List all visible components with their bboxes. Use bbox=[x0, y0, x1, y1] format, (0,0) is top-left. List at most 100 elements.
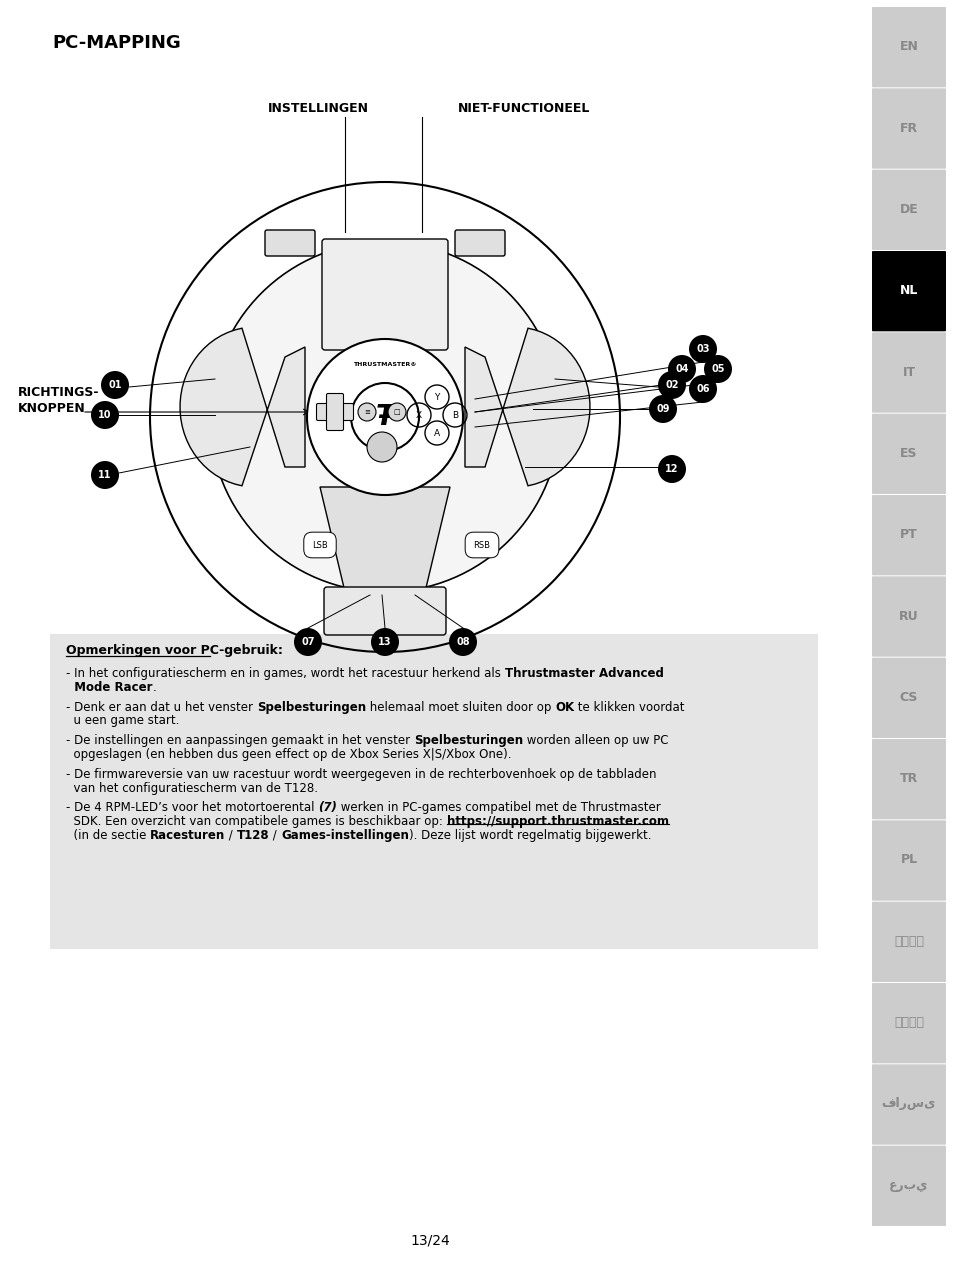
Text: Opmerkingen voor PC-gebruik:: Opmerkingen voor PC-gebruik: bbox=[66, 644, 283, 658]
Text: PC-MAPPING: PC-MAPPING bbox=[52, 34, 180, 52]
Text: FR: FR bbox=[899, 122, 917, 135]
Text: RICHTINGS-: RICHTINGS- bbox=[18, 385, 99, 399]
Text: RSB: RSB bbox=[473, 541, 490, 550]
Text: 13/24: 13/24 bbox=[410, 1233, 450, 1247]
Circle shape bbox=[449, 628, 476, 656]
Text: Spelbesturingen: Spelbesturingen bbox=[414, 734, 522, 747]
Text: werken in PC-games compatibel met de Thrustmaster: werken in PC-games compatibel met de Thr… bbox=[336, 801, 660, 814]
Polygon shape bbox=[319, 487, 450, 617]
Text: CS: CS bbox=[899, 691, 917, 703]
Polygon shape bbox=[464, 328, 589, 486]
Text: EN: EN bbox=[899, 41, 918, 53]
Text: ≡: ≡ bbox=[364, 410, 370, 415]
Text: ES: ES bbox=[900, 446, 917, 460]
FancyBboxPatch shape bbox=[871, 658, 945, 738]
FancyBboxPatch shape bbox=[871, 413, 945, 494]
Text: Ŧ: Ŧ bbox=[375, 403, 394, 431]
Circle shape bbox=[658, 371, 685, 399]
Text: عربي: عربي bbox=[888, 1179, 928, 1192]
Text: 12: 12 bbox=[664, 464, 678, 474]
Text: Mode Racer: Mode Racer bbox=[66, 681, 152, 693]
Text: 09: 09 bbox=[656, 404, 669, 413]
FancyBboxPatch shape bbox=[326, 393, 343, 430]
Text: u een game start.: u een game start. bbox=[66, 715, 179, 728]
FancyBboxPatch shape bbox=[316, 403, 354, 421]
Text: 13: 13 bbox=[377, 637, 392, 647]
FancyBboxPatch shape bbox=[871, 495, 945, 575]
Text: NL: NL bbox=[899, 284, 917, 298]
FancyBboxPatch shape bbox=[871, 576, 945, 656]
Text: 04: 04 bbox=[675, 364, 688, 374]
Text: Games-instellingen: Games-instellingen bbox=[281, 829, 409, 842]
Circle shape bbox=[667, 355, 696, 383]
FancyBboxPatch shape bbox=[871, 820, 945, 901]
Circle shape bbox=[658, 455, 685, 483]
Text: A: A bbox=[434, 429, 439, 438]
Text: (in de sectie: (in de sectie bbox=[66, 829, 150, 842]
Text: 01: 01 bbox=[108, 380, 122, 391]
Text: T128: T128 bbox=[236, 829, 269, 842]
Text: helemaal moet sluiten door op: helemaal moet sluiten door op bbox=[366, 701, 555, 714]
Text: 03: 03 bbox=[696, 343, 709, 354]
Text: OK: OK bbox=[555, 701, 574, 714]
Text: Y: Y bbox=[434, 393, 439, 402]
Text: 02: 02 bbox=[664, 380, 678, 391]
FancyBboxPatch shape bbox=[265, 230, 314, 256]
FancyBboxPatch shape bbox=[50, 633, 817, 949]
FancyBboxPatch shape bbox=[871, 739, 945, 819]
Text: te klikken voordat: te klikken voordat bbox=[574, 701, 684, 714]
Text: https://support.thrustmaster.com: https://support.thrustmaster.com bbox=[446, 815, 668, 828]
Text: Thrustmaster Advanced: Thrustmaster Advanced bbox=[504, 667, 662, 681]
Text: - De firmwareversie van uw racestuur wordt weergegeven in de rechterbovenhoek op: - De firmwareversie van uw racestuur wor… bbox=[66, 768, 656, 781]
Circle shape bbox=[648, 396, 677, 424]
FancyBboxPatch shape bbox=[871, 983, 945, 1063]
Text: فارسی: فارسی bbox=[881, 1098, 935, 1110]
FancyBboxPatch shape bbox=[324, 586, 446, 635]
Text: 11: 11 bbox=[98, 469, 112, 480]
Text: DE: DE bbox=[899, 202, 918, 216]
Circle shape bbox=[357, 403, 375, 421]
Text: PL: PL bbox=[900, 854, 917, 866]
FancyBboxPatch shape bbox=[871, 1146, 945, 1226]
Circle shape bbox=[307, 340, 462, 495]
Text: worden alleen op uw PC: worden alleen op uw PC bbox=[522, 734, 668, 747]
Text: /: / bbox=[225, 829, 236, 842]
Text: 08: 08 bbox=[456, 637, 469, 647]
Text: Spelbesturingen: Spelbesturingen bbox=[256, 701, 366, 714]
FancyBboxPatch shape bbox=[455, 230, 504, 256]
FancyBboxPatch shape bbox=[871, 251, 945, 331]
Text: (7): (7) bbox=[318, 801, 336, 814]
Text: - In het configuratiescherm en in games, wordt het racestuur herkend als: - In het configuratiescherm en in games,… bbox=[66, 667, 504, 681]
FancyBboxPatch shape bbox=[871, 8, 945, 88]
Text: 06: 06 bbox=[696, 384, 709, 394]
Text: KNOPPEN: KNOPPEN bbox=[18, 402, 86, 415]
Circle shape bbox=[688, 375, 717, 403]
Text: INSTELLINGEN: INSTELLINGEN bbox=[267, 103, 368, 116]
Text: 10: 10 bbox=[98, 410, 112, 420]
FancyBboxPatch shape bbox=[322, 239, 448, 350]
Text: 05: 05 bbox=[711, 364, 724, 374]
FancyBboxPatch shape bbox=[871, 169, 945, 251]
Circle shape bbox=[294, 628, 322, 656]
Text: TR: TR bbox=[899, 772, 917, 785]
Text: Racesturen: Racesturen bbox=[150, 829, 225, 842]
Text: NIET-FUNCTIONEEL: NIET-FUNCTIONEEL bbox=[457, 103, 590, 116]
FancyBboxPatch shape bbox=[871, 902, 945, 982]
Circle shape bbox=[367, 432, 396, 462]
Text: opgeslagen (en hebben dus geen effect op de Xbox Series X|S/Xbox One).: opgeslagen (en hebben dus geen effect op… bbox=[66, 748, 511, 761]
Circle shape bbox=[703, 355, 731, 383]
Text: 简体中文: 简体中文 bbox=[893, 935, 923, 948]
Text: - Denk er aan dat u het venster: - Denk er aan dat u het venster bbox=[66, 701, 256, 714]
Circle shape bbox=[210, 242, 559, 591]
Text: PT: PT bbox=[900, 528, 917, 541]
Text: LSB: LSB bbox=[312, 541, 328, 550]
Text: RU: RU bbox=[899, 609, 918, 622]
Circle shape bbox=[101, 371, 129, 399]
FancyBboxPatch shape bbox=[871, 332, 945, 412]
Text: IT: IT bbox=[902, 365, 915, 379]
FancyBboxPatch shape bbox=[871, 88, 945, 169]
Text: .: . bbox=[152, 681, 156, 693]
Circle shape bbox=[351, 383, 418, 452]
Circle shape bbox=[388, 403, 406, 421]
Text: /: / bbox=[269, 829, 281, 842]
